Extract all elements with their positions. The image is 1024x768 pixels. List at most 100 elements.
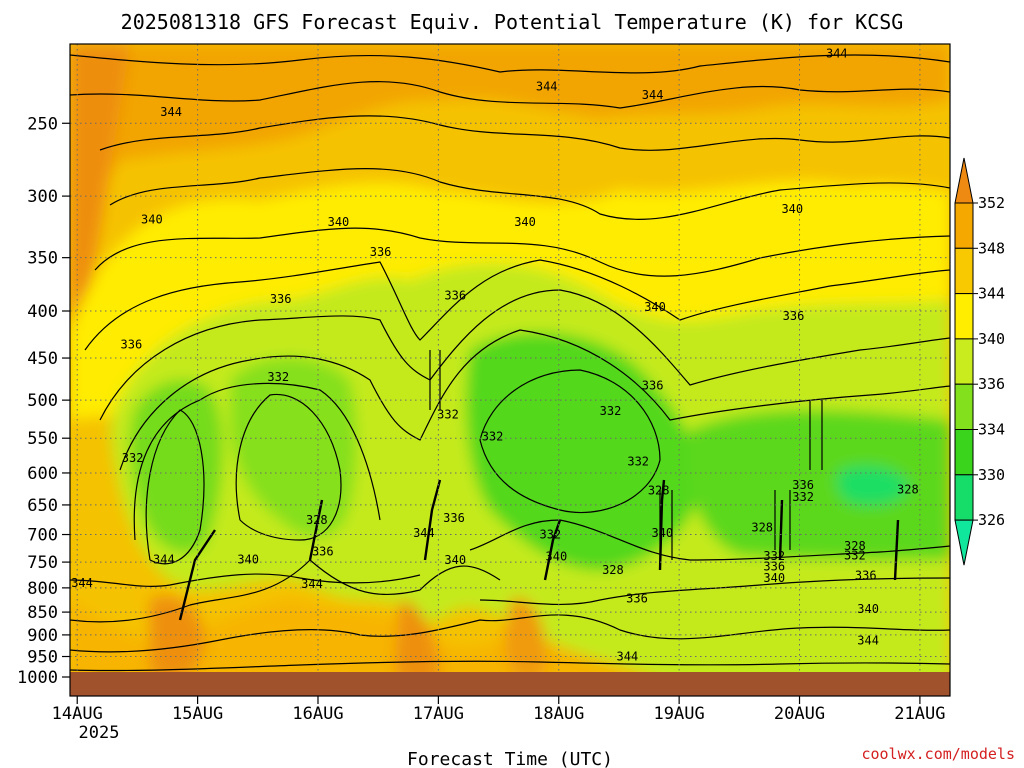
plot-frame bbox=[69, 43, 951, 697]
y-tick-label: 650 bbox=[27, 496, 58, 516]
x-tick-label: 21AUG bbox=[894, 704, 945, 724]
field-low-orange-2 bbox=[395, 600, 440, 689]
y-tick-label: 500 bbox=[27, 391, 58, 411]
x-tick-label: 18AUG bbox=[533, 704, 584, 724]
ground-band bbox=[70, 672, 950, 696]
contour-label: 332 bbox=[792, 490, 814, 504]
contour-label: 328 bbox=[844, 539, 866, 553]
contour-label: 336 bbox=[121, 338, 143, 352]
y-tick-label: 350 bbox=[27, 249, 58, 269]
contour-label: 344 bbox=[536, 79, 558, 93]
field-green-core bbox=[466, 332, 700, 571]
contour-label: 328 bbox=[306, 513, 328, 527]
contour-label: 332 bbox=[267, 370, 289, 384]
colorbar-segment bbox=[954, 293, 974, 340]
x-year-label: 2025 bbox=[79, 723, 120, 743]
field-green-right bbox=[687, 410, 950, 560]
colorbar-label: 336 bbox=[978, 375, 1005, 393]
contour-label: 344 bbox=[617, 650, 639, 664]
contour-label: 336 bbox=[626, 592, 648, 606]
colorbar-segment bbox=[954, 202, 974, 249]
contour-label: 332 bbox=[437, 407, 459, 421]
colorbar-label: 344 bbox=[978, 285, 1005, 303]
contour-label: 344 bbox=[413, 526, 435, 540]
field-deep-green-right bbox=[836, 465, 910, 506]
y-tick-label: 450 bbox=[27, 349, 58, 369]
y-tick-label: 400 bbox=[27, 302, 58, 322]
field-low-orange-1 bbox=[150, 596, 205, 680]
colorbar: 352 348 344 340 336 334 330 326 bbox=[954, 157, 1005, 566]
y-tick-label: 800 bbox=[27, 579, 58, 599]
contour-label: 336 bbox=[763, 559, 785, 573]
contour-label: 332 bbox=[600, 404, 622, 418]
credit-text: coolwx.com/models bbox=[861, 745, 1015, 763]
colorbar-top-arrow bbox=[954, 157, 974, 204]
colorbar-segment bbox=[954, 383, 974, 431]
y-tick-label: 950 bbox=[27, 648, 58, 668]
contour-label: 340 bbox=[237, 552, 259, 566]
contour-label: 344 bbox=[857, 634, 879, 648]
field-green-left bbox=[129, 379, 223, 553]
x-axis-title: Forecast Time (UTC) bbox=[407, 749, 613, 768]
contour-label: 332 bbox=[627, 454, 649, 468]
contour-label: 340 bbox=[328, 215, 350, 229]
contour-label: 332 bbox=[539, 528, 561, 542]
field-upper-warm bbox=[70, 44, 950, 230]
colorbar-label: 352 bbox=[978, 194, 1005, 212]
contour-label: 336 bbox=[312, 544, 334, 558]
contour-label: 340 bbox=[763, 571, 785, 585]
contour-label: 332 bbox=[844, 549, 866, 563]
x-tick-label: 20AUG bbox=[774, 704, 825, 724]
colorbar-label: 334 bbox=[978, 421, 1005, 439]
contour-label: 340 bbox=[651, 526, 673, 540]
colorbar-label: 326 bbox=[978, 511, 1005, 529]
contour-label: 336 bbox=[443, 511, 465, 525]
contour-label: 336 bbox=[444, 289, 466, 303]
colorbar-segment bbox=[954, 474, 974, 521]
y-tick-label: 700 bbox=[27, 526, 58, 546]
x-tick-label: 14AUG bbox=[52, 704, 103, 724]
field-blobs bbox=[70, 44, 950, 696]
contour-label: 340 bbox=[444, 553, 466, 567]
contour-label: 344 bbox=[160, 105, 182, 119]
contour-label: 340 bbox=[546, 550, 568, 564]
y-tick-label: 250 bbox=[27, 114, 58, 134]
contour-label: 336 bbox=[792, 478, 814, 492]
colorbar-segment bbox=[954, 247, 974, 295]
contour-label: 344 bbox=[301, 577, 323, 591]
contour-label: 340 bbox=[781, 202, 803, 216]
y-tick-label: 1000 bbox=[17, 668, 58, 688]
contour-label: 328 bbox=[648, 484, 670, 498]
y-tick-label: 550 bbox=[27, 429, 58, 449]
contour-label: 344 bbox=[71, 576, 93, 590]
x-tick-label: 16AUG bbox=[292, 704, 343, 724]
contour-label: 340 bbox=[644, 300, 666, 314]
x-tick-label: 17AUG bbox=[413, 704, 464, 724]
contour-label: 328 bbox=[602, 563, 624, 577]
contour-label: 332 bbox=[482, 430, 504, 444]
contour-label: 344 bbox=[153, 552, 175, 566]
x-tick-label: 15AUG bbox=[172, 704, 223, 724]
y-axis: 250 300 350 400 450 500 550 600 650 700 750 800 850 9… bbox=[17, 114, 70, 688]
contour-label: 340 bbox=[514, 215, 536, 229]
y-tick-label: 300 bbox=[27, 187, 58, 207]
contour-label: 340 bbox=[141, 212, 163, 226]
contour-label: 328 bbox=[897, 482, 919, 496]
contour-label: 344 bbox=[826, 47, 848, 61]
y-tick-label: 600 bbox=[27, 464, 58, 484]
colorbar-label: 330 bbox=[978, 466, 1005, 484]
contour-label: 332 bbox=[763, 549, 785, 563]
y-tick-label: 900 bbox=[27, 626, 58, 646]
contour-label: 340 bbox=[857, 602, 879, 616]
colorbar-label: 340 bbox=[978, 330, 1005, 348]
y-tick-label: 850 bbox=[27, 603, 58, 623]
x-tick-label: 19AUG bbox=[654, 704, 705, 724]
colorbar-bottom-arrow bbox=[954, 519, 974, 566]
contour-label: 336 bbox=[855, 569, 877, 583]
x-axis: 14AUG 15AUG 16AUG 17AUG 18AUG 19AUG 20AUG 21AUG bbox=[52, 696, 945, 724]
colorbar-segment bbox=[954, 338, 974, 385]
contour-label: 336 bbox=[270, 292, 292, 306]
plot-area: 3443443443403363323403443363323283363403… bbox=[70, 44, 950, 696]
contour-label: 344 bbox=[642, 88, 664, 102]
